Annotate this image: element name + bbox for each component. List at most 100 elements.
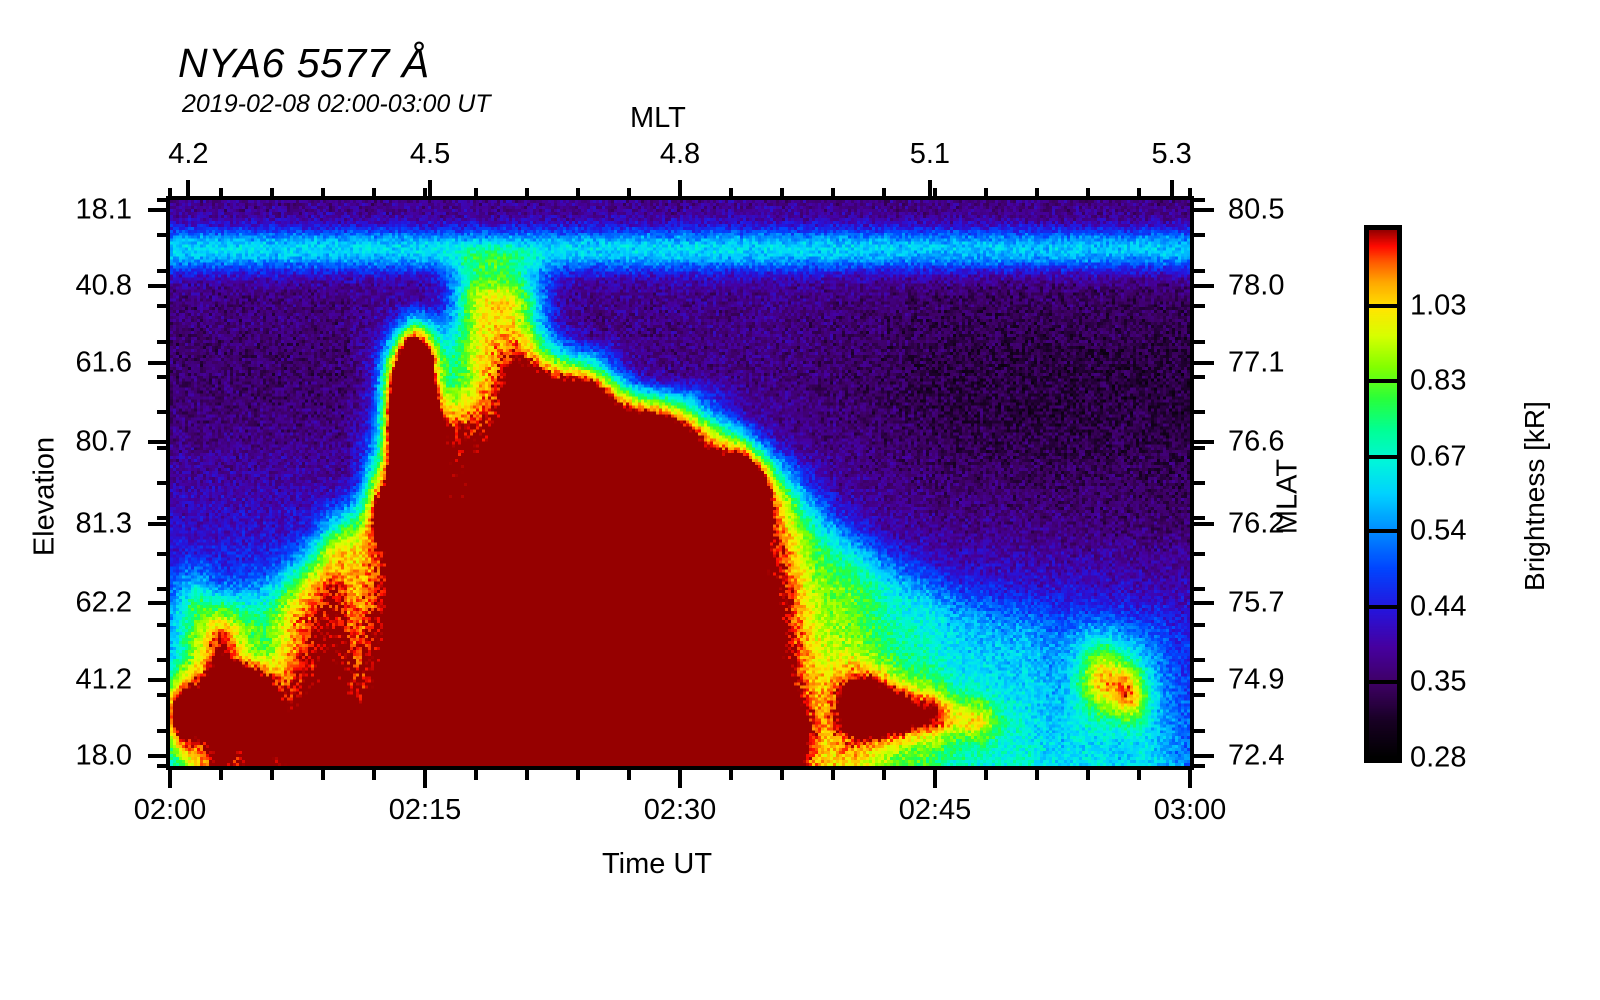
y-tick-minor-left	[157, 233, 170, 238]
y-tick-major-left	[148, 361, 170, 365]
x-tick-major-top	[1169, 180, 1174, 200]
x-tick-minor-top	[372, 188, 376, 200]
x-tick-minor-bottom	[474, 768, 478, 780]
colorbar-tick-label: 0.54	[1410, 514, 1467, 547]
colorbar-divider	[1369, 680, 1397, 685]
colorbar	[1364, 225, 1402, 763]
top-axis-title: MLT	[630, 102, 686, 134]
x-tick-minor-bottom	[423, 768, 427, 780]
y-tick-minor-right	[1192, 516, 1205, 521]
y-tick-minor-right	[1192, 445, 1205, 450]
x-tick-minor-bottom	[321, 768, 325, 780]
keogram-image	[170, 200, 1190, 766]
y-tick-minor-left	[157, 410, 170, 415]
x-tick-minor-bottom	[933, 768, 937, 780]
y-tick-minor-right	[1192, 481, 1205, 485]
y-tick-label-right: 78.0	[1228, 269, 1285, 302]
x-tick-minor-bottom	[678, 768, 682, 780]
y-tick-label-right: 76.2	[1228, 507, 1285, 540]
y-tick-major-right	[1192, 440, 1214, 445]
y-tick-minor-left	[157, 551, 170, 556]
x-tick-minor-top	[321, 188, 325, 200]
y-tick-minor-right	[1192, 304, 1205, 309]
y-tick-minor-left	[157, 374, 170, 379]
bottom-axis-title: Time UT	[602, 848, 713, 880]
x-tick-minor-top	[984, 188, 988, 200]
y-tick-minor-left	[157, 764, 170, 768]
x-tick-minor-bottom	[627, 768, 631, 780]
page-title: NYA6 5577 Å	[178, 40, 430, 86]
x-tick-label-bottom: 03:00	[1153, 794, 1227, 826]
y-tick-minor-left	[157, 728, 170, 733]
y-tick-minor-left	[157, 516, 170, 521]
y-tick-minor-right	[1192, 233, 1205, 238]
colorbar-tick-label: 0.28	[1410, 741, 1467, 774]
y-tick-label-left: 81.3	[75, 507, 132, 540]
y-tick-major-left	[148, 753, 170, 758]
x-tick-minor-top	[474, 188, 478, 200]
y-tick-label-left: 18.1	[75, 193, 132, 226]
y-tick-label-right: 76.6	[1228, 425, 1285, 458]
y-tick-minor-right	[1192, 622, 1205, 627]
y-tick-minor-left	[157, 339, 170, 344]
x-tick-label-top: 4.8	[659, 138, 701, 170]
colorbar-divider	[1369, 454, 1397, 459]
x-tick-minor-top	[423, 188, 427, 200]
y-tick-minor-right	[1192, 410, 1205, 415]
y-tick-label-left: 61.6	[75, 346, 132, 379]
y-tick-minor-right	[1192, 728, 1205, 733]
x-tick-minor-top	[678, 188, 682, 200]
y-tick-major-left	[148, 284, 170, 289]
x-tick-minor-top	[576, 188, 580, 200]
page-subtitle: 2019-02-08 02:00-03:00 UT	[182, 90, 491, 118]
x-tick-minor-top	[1086, 188, 1090, 200]
y-tick-major-left	[148, 600, 170, 605]
x-tick-major-top	[186, 180, 191, 200]
x-tick-label-top: 5.3	[1151, 138, 1192, 170]
y-tick-major-right	[1192, 361, 1214, 365]
y-tick-major-right	[1192, 753, 1214, 758]
colorbar-tick-label: 0.83	[1410, 364, 1467, 397]
y-tick-minor-left	[157, 445, 170, 450]
x-tick-minor-bottom	[831, 768, 835, 780]
x-tick-label-bottom: 02:15	[388, 794, 462, 826]
y-tick-minor-right	[1192, 657, 1205, 662]
x-tick-label-top: 5.1	[909, 138, 951, 170]
y-tick-minor-right	[1192, 198, 1205, 202]
x-tick-label-bottom: 02:00	[133, 794, 207, 826]
colorbar-divider	[1369, 604, 1397, 609]
y-tick-minor-right	[1192, 764, 1205, 768]
y-tick-major-left	[148, 677, 170, 682]
y-tick-minor-left	[157, 268, 170, 273]
x-tick-label-top: 4.5	[409, 138, 451, 170]
x-tick-minor-top	[1035, 188, 1039, 200]
y-tick-minor-right	[1192, 587, 1205, 592]
keogram-plot-area	[166, 196, 1194, 770]
y-tick-minor-right	[1192, 374, 1205, 379]
y-tick-major-left	[148, 440, 170, 445]
x-tick-minor-bottom	[372, 768, 376, 780]
x-tick-minor-top	[1188, 188, 1192, 200]
y-tick-label-left: 62.2	[75, 586, 132, 619]
x-tick-minor-bottom	[984, 768, 988, 780]
x-tick-minor-bottom	[729, 768, 733, 780]
y-tick-label-right: 77.1	[1228, 346, 1285, 379]
y-tick-minor-left	[157, 693, 170, 698]
y-tick-minor-left	[157, 657, 170, 662]
x-tick-minor-top	[219, 188, 223, 200]
y-tick-label-right: 75.7	[1228, 586, 1285, 619]
y-tick-minor-right	[1192, 551, 1205, 556]
y-tick-major-right	[1192, 600, 1214, 605]
y-tick-label-left: 80.7	[75, 425, 132, 458]
y-tick-major-left	[148, 208, 170, 213]
colorbar-divider	[1369, 529, 1397, 534]
x-tick-minor-top	[270, 188, 274, 200]
y-tick-major-right	[1192, 284, 1214, 289]
x-tick-label-bottom: 02:30	[643, 794, 717, 826]
y-tick-minor-left	[157, 198, 170, 202]
x-tick-minor-top	[168, 188, 172, 200]
y-tick-major-right	[1192, 208, 1214, 213]
y-tick-minor-right	[1192, 268, 1205, 273]
y-tick-minor-left	[157, 481, 170, 485]
